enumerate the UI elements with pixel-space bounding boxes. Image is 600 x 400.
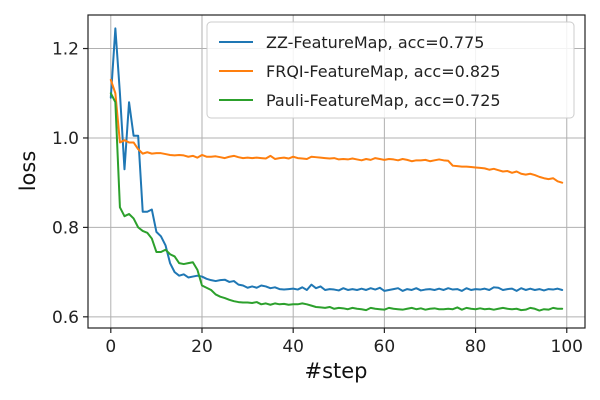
legend-label-frqi: FRQI-FeatureMap, acc=0.825 (266, 62, 500, 81)
x-axis-ticks: 0 20 40 60 80 100 (105, 328, 583, 357)
legend-box (206, 21, 575, 119)
legend: ZZ-FeatureMap, acc=0.775 FRQI-FeatureMap… (206, 21, 575, 119)
series-line-pauli (109, 92, 564, 312)
series-lines (109, 27, 564, 312)
series-line-zz (109, 27, 564, 292)
series-line-frqi (109, 78, 564, 184)
x-tick-label: 60 (374, 337, 396, 357)
x-axis-label: #step (304, 359, 367, 383)
y-axis-ticks: 0.6 0.8 1.0 1.2 (52, 40, 88, 328)
plot-frame (87, 14, 586, 329)
x-tick-label: 80 (465, 337, 487, 357)
x-tick-label: 100 (551, 337, 583, 357)
y-axis-label: loss (16, 151, 40, 192)
x-tick-label: 0 (105, 337, 116, 357)
x-tick-label: 20 (191, 337, 213, 357)
legend-label-pauli: Pauli-FeatureMap, acc=0.725 (266, 91, 501, 110)
y-tick-label: 1.2 (52, 40, 79, 60)
y-tick-label: 0.6 (52, 308, 79, 328)
legend-label-zz: ZZ-FeatureMap, acc=0.775 (266, 33, 484, 52)
y-tick-label: 1.0 (52, 129, 79, 149)
x-tick-label: 40 (282, 337, 304, 357)
y-tick-label: 0.8 (52, 218, 79, 238)
